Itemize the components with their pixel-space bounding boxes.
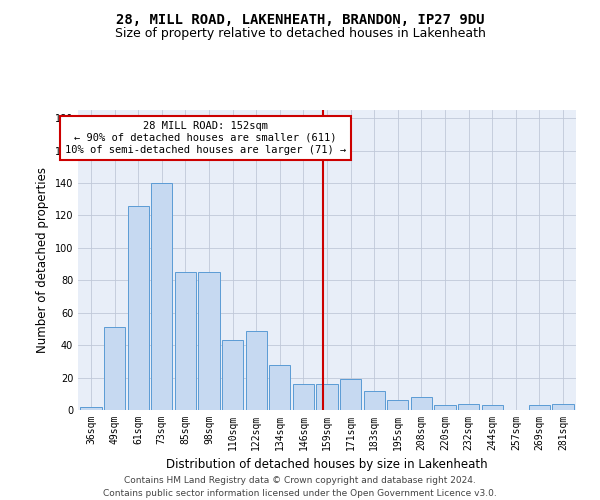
Bar — [128, 206, 149, 410]
Bar — [387, 400, 409, 410]
Bar — [245, 330, 267, 410]
Bar — [340, 379, 361, 410]
Text: 28, MILL ROAD, LAKENHEATH, BRANDON, IP27 9DU: 28, MILL ROAD, LAKENHEATH, BRANDON, IP27… — [116, 12, 484, 26]
Bar — [293, 384, 314, 410]
Text: Contains HM Land Registry data © Crown copyright and database right 2024.
Contai: Contains HM Land Registry data © Crown c… — [103, 476, 497, 498]
Bar — [482, 405, 503, 410]
Bar — [175, 272, 196, 410]
Bar — [222, 340, 243, 410]
Bar — [316, 384, 338, 410]
Bar — [529, 405, 550, 410]
Bar — [553, 404, 574, 410]
Y-axis label: Number of detached properties: Number of detached properties — [36, 167, 49, 353]
X-axis label: Distribution of detached houses by size in Lakenheath: Distribution of detached houses by size … — [166, 458, 488, 471]
Bar — [458, 404, 479, 410]
Bar — [269, 364, 290, 410]
Bar — [151, 183, 172, 410]
Bar — [434, 405, 455, 410]
Bar — [80, 407, 101, 410]
Bar — [364, 390, 385, 410]
Bar — [104, 328, 125, 410]
Bar — [199, 272, 220, 410]
Bar — [411, 397, 432, 410]
Text: Size of property relative to detached houses in Lakenheath: Size of property relative to detached ho… — [115, 28, 485, 40]
Text: 28 MILL ROAD: 152sqm
← 90% of detached houses are smaller (611)
10% of semi-deta: 28 MILL ROAD: 152sqm ← 90% of detached h… — [65, 122, 346, 154]
